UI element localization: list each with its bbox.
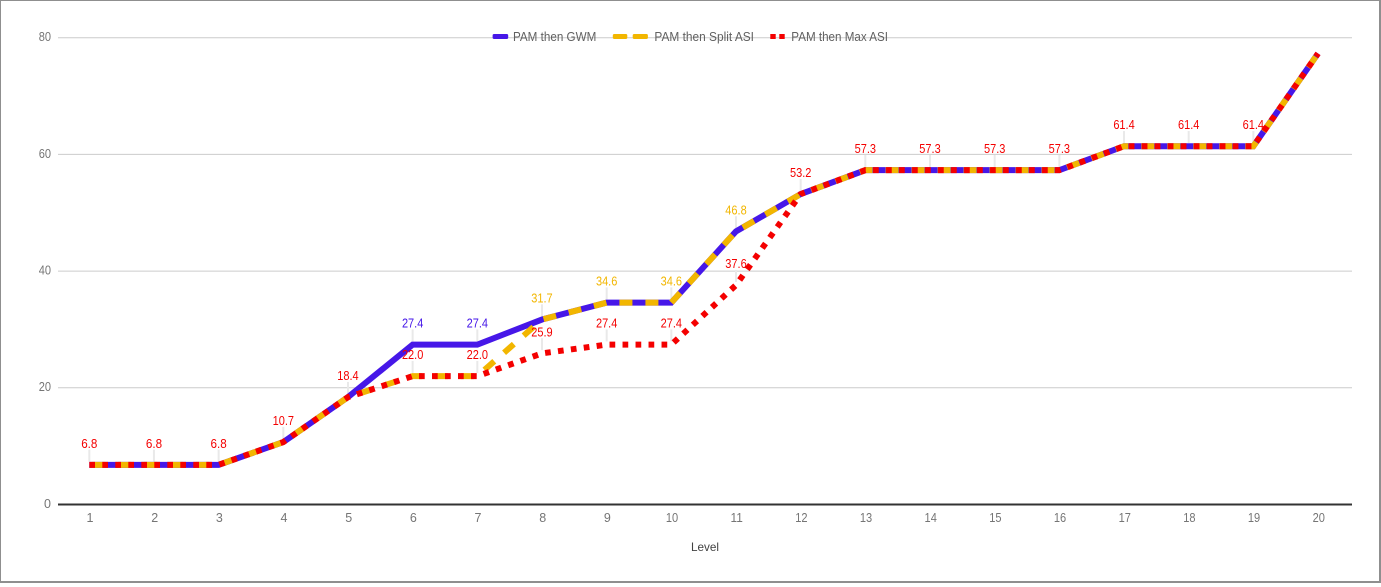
svg-text:34.6: 34.6	[596, 274, 617, 289]
svg-text:25.9: 25.9	[531, 324, 552, 339]
svg-text:2: 2	[151, 511, 158, 525]
svg-text:4: 4	[281, 511, 288, 525]
svg-text:20: 20	[39, 380, 51, 394]
svg-text:6: 6	[410, 511, 417, 525]
svg-text:27.4: 27.4	[596, 316, 617, 331]
svg-text:3: 3	[216, 511, 223, 525]
svg-text:40: 40	[39, 264, 51, 278]
svg-text:31.7: 31.7	[531, 291, 552, 306]
svg-text:27.4: 27.4	[402, 316, 423, 331]
svg-text:PAM then Max ASI: PAM then Max ASI	[791, 30, 888, 44]
svg-text:53.2: 53.2	[790, 165, 811, 180]
svg-text:13: 13	[860, 511, 872, 525]
svg-text:34.6: 34.6	[661, 274, 682, 289]
svg-text:Level: Level	[691, 540, 719, 554]
svg-text:27.4: 27.4	[467, 316, 488, 331]
svg-text:0: 0	[44, 497, 51, 511]
svg-text:60: 60	[39, 147, 51, 161]
svg-text:6.8: 6.8	[211, 436, 227, 451]
svg-text:6.8: 6.8	[81, 436, 97, 451]
svg-text:57.3: 57.3	[855, 141, 876, 156]
svg-text:16: 16	[1054, 511, 1066, 525]
svg-text:20: 20	[1313, 511, 1325, 525]
svg-text:22.0: 22.0	[402, 347, 423, 362]
svg-text:17: 17	[1119, 511, 1131, 525]
svg-text:37.6: 37.6	[725, 256, 746, 271]
svg-text:PAM then GWM: PAM then GWM	[513, 30, 596, 44]
svg-text:57.3: 57.3	[1049, 141, 1070, 156]
svg-text:61.4: 61.4	[1243, 117, 1264, 132]
svg-text:27.4: 27.4	[661, 316, 682, 331]
svg-text:1: 1	[87, 511, 94, 525]
svg-text:22.0: 22.0	[467, 347, 488, 362]
svg-text:19: 19	[1248, 511, 1260, 525]
svg-text:14: 14	[925, 511, 937, 525]
svg-text:PAM then Split ASI: PAM then Split ASI	[654, 30, 754, 44]
svg-text:7: 7	[475, 511, 482, 525]
svg-text:5: 5	[345, 511, 352, 525]
svg-text:80: 80	[39, 30, 51, 44]
svg-text:18: 18	[1183, 511, 1195, 525]
svg-text:15: 15	[989, 511, 1001, 525]
svg-text:61.4: 61.4	[1178, 117, 1199, 132]
svg-text:9: 9	[604, 511, 611, 525]
svg-text:8: 8	[539, 511, 546, 525]
svg-text:57.3: 57.3	[919, 141, 940, 156]
svg-text:18.4: 18.4	[337, 368, 358, 383]
svg-text:6.8: 6.8	[146, 436, 162, 451]
svg-text:11: 11	[731, 511, 743, 525]
svg-text:10.7: 10.7	[273, 413, 294, 428]
svg-text:12: 12	[795, 511, 807, 525]
svg-text:10: 10	[666, 511, 678, 525]
svg-text:46.8: 46.8	[725, 202, 746, 217]
svg-text:57.3: 57.3	[984, 141, 1005, 156]
svg-text:61.4: 61.4	[1113, 117, 1134, 132]
